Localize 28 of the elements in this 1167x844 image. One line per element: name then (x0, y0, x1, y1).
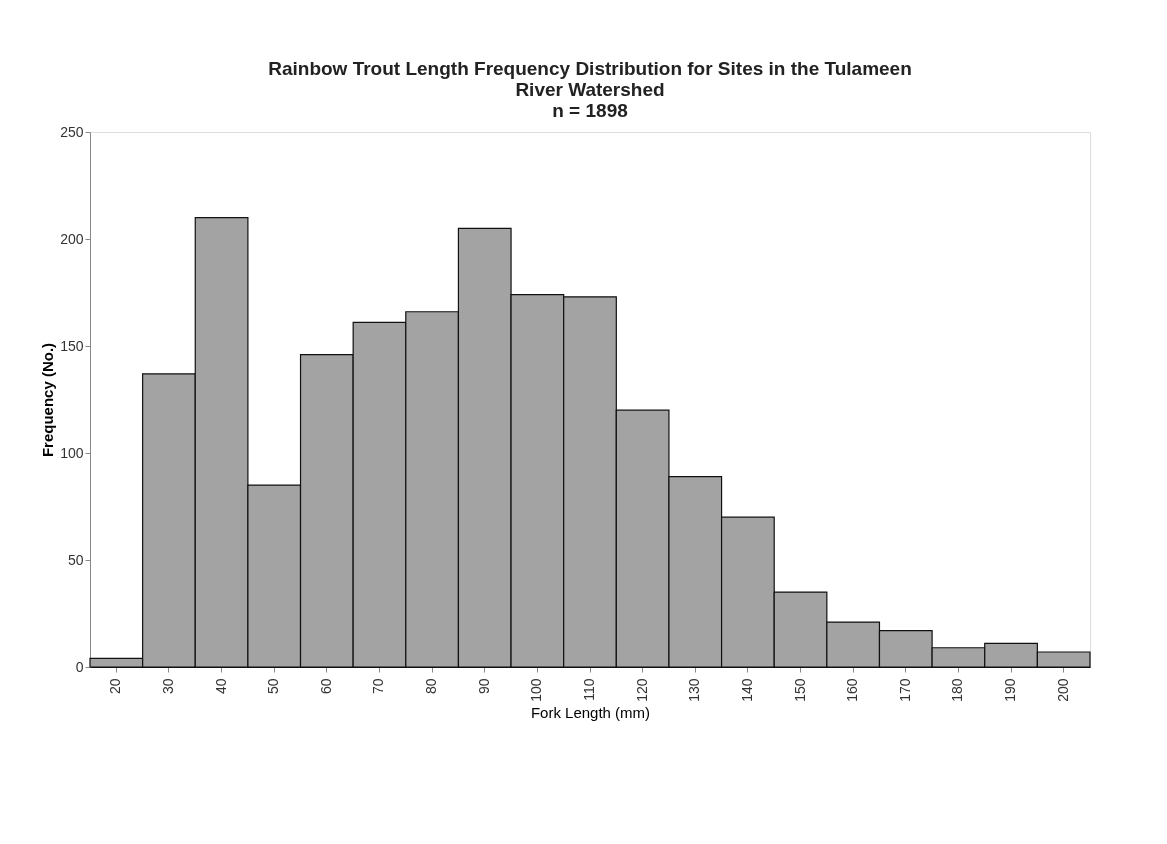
x-tick-label: 190 (1002, 678, 1019, 702)
x-tick-label: 140 (738, 678, 755, 702)
y-tick-label: 200 (60, 230, 84, 247)
x-tick-label: 50 (265, 678, 282, 695)
x-tick-label: 90 (475, 678, 492, 695)
x-tick-label: 170 (896, 678, 913, 702)
x-tick-label: 60 (317, 678, 334, 695)
y-tick-label: 250 (60, 123, 84, 140)
x-tick-label: 80 (423, 678, 440, 695)
x-axis-title: Fork Length (mm) (530, 703, 651, 721)
y-tick-label: 0 (75, 658, 84, 675)
x-tick-label: 150 (791, 678, 808, 702)
x-tick-label: 110 (581, 678, 597, 701)
x-tick-label: 200 (1054, 678, 1071, 702)
x-tick-label: 40 (212, 678, 229, 695)
x-tick-label: 160 (844, 678, 861, 702)
x-tick-label: 20 (107, 678, 124, 695)
y-axis-title: Frequency (No.) (39, 342, 57, 458)
chart-subtitle: n = 1898 (552, 100, 628, 121)
x-tick-label: 120 (633, 678, 650, 702)
y-tick-label: 150 (60, 337, 84, 354)
y-tick-label: 50 (67, 551, 84, 568)
x-tick-label: 130 (686, 678, 703, 702)
x-tick-label: 30 (159, 678, 176, 695)
x-tick-label: 70 (370, 678, 387, 695)
x-tick-label: 100 (528, 678, 545, 702)
y-tick-label: 100 (60, 444, 84, 461)
x-tick-label: 180 (949, 678, 966, 702)
